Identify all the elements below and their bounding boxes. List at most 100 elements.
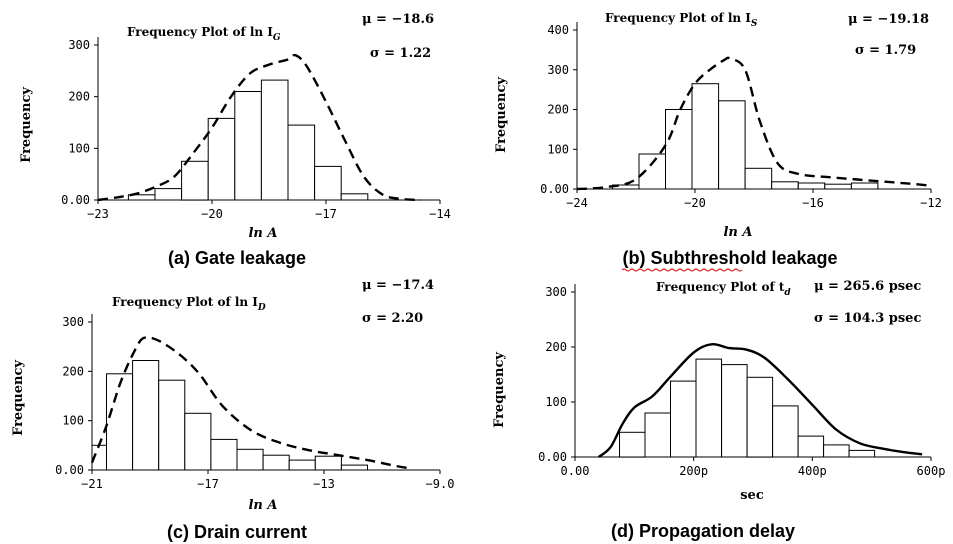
histogram-bar xyxy=(848,449,876,458)
y-tick-label: 300 xyxy=(547,63,569,77)
x-tick-label: 200p xyxy=(679,464,708,478)
histogram-bar xyxy=(850,182,879,190)
y-axis-label: Frequency xyxy=(492,352,507,428)
x-tick-label: −17 xyxy=(315,207,337,221)
histogram-bar xyxy=(181,160,209,201)
density-curve xyxy=(597,342,923,458)
histogram-bar xyxy=(619,431,646,458)
plot-title: Frequency Plot of td xyxy=(656,280,791,298)
histogram-bar xyxy=(236,448,264,471)
histogram-bar xyxy=(132,360,160,471)
histogram-bar xyxy=(314,165,342,201)
x-tick-label: −14 xyxy=(429,207,451,221)
histogram-bar xyxy=(823,444,850,458)
histogram-bar xyxy=(644,412,671,458)
histogram-bar xyxy=(260,79,289,201)
y-axis-label: Frequency xyxy=(19,87,34,163)
y-tick-label: 0.00 xyxy=(55,463,84,477)
x-axis-label: ln A xyxy=(723,225,752,240)
x-tick-label: −24 xyxy=(566,196,588,210)
panel-caption: (b) Subthreshold leakage xyxy=(622,248,837,268)
stat-sigma: σ = 1.79 xyxy=(855,43,916,58)
histogram-bar xyxy=(721,364,748,458)
histogram-bar xyxy=(314,455,342,471)
plot-title: Frequency Plot of ln IG xyxy=(127,25,281,43)
histogram-bar xyxy=(340,193,369,201)
x-tick-label: 600p xyxy=(917,464,946,478)
stat-sigma: σ = 1.22 xyxy=(370,46,431,61)
histogram-bar xyxy=(695,358,722,458)
y-tick-label: 0.00 xyxy=(538,450,567,464)
y-tick-label: 100 xyxy=(547,142,569,156)
histogram-bar xyxy=(340,464,368,471)
panel-propagation-delay: Frequency Plot of td μ = 265.6 psec σ = … xyxy=(492,279,945,541)
y-axis-label: Frequency xyxy=(11,360,26,436)
histogram-bar xyxy=(691,83,720,190)
histogram-bar xyxy=(638,153,666,190)
histogram-bars xyxy=(611,83,879,190)
histogram-bar xyxy=(772,405,799,458)
density-curve xyxy=(576,56,932,191)
histogram-bars xyxy=(619,358,876,458)
histogram-bar xyxy=(744,167,773,190)
y-tick-label: 200 xyxy=(62,364,84,378)
spellcheck-underline xyxy=(621,268,743,272)
density-curve xyxy=(97,53,422,202)
plot-title: Frequency Plot of ln ID xyxy=(112,295,266,313)
x-tick-label: −20 xyxy=(684,196,706,210)
histogram-bar xyxy=(154,188,183,201)
y-tick-label: 200 xyxy=(547,103,569,117)
x-tick-label: −16 xyxy=(802,196,824,210)
y-tick-label: 300 xyxy=(62,315,84,329)
x-tick-label: 400p xyxy=(798,464,827,478)
stat-sigma: σ = 2.20 xyxy=(362,311,423,326)
y-tick-label: 300 xyxy=(68,38,90,52)
histogram-bar xyxy=(665,109,693,190)
panel-caption: (a) Gate leakage xyxy=(168,248,306,268)
histogram-bar xyxy=(718,100,746,190)
histogram-bar xyxy=(797,182,826,190)
histogram-bar xyxy=(746,376,774,458)
histogram-bar xyxy=(287,124,316,201)
histogram-bar xyxy=(771,181,799,190)
y-tick-label: 300 xyxy=(545,285,567,299)
histogram-bar xyxy=(184,412,212,471)
x-tick-label: 0.00 xyxy=(561,464,590,478)
x-tick-label: −17 xyxy=(197,477,219,491)
x-axis-label: ln A xyxy=(248,498,277,513)
histogram-bar xyxy=(797,435,825,458)
histogram-bar xyxy=(824,183,852,190)
stat-mean: μ = −19.18 xyxy=(848,12,929,27)
y-tick-label: 200 xyxy=(68,90,90,104)
histogram-bar xyxy=(106,373,134,471)
x-tick-label: −23 xyxy=(87,207,109,221)
plot-title: Frequency Plot of ln IS xyxy=(605,11,758,29)
histogram-bars xyxy=(127,79,369,201)
histogram-bar xyxy=(207,117,236,201)
histogram-bar xyxy=(288,459,316,471)
y-tick-label: 100 xyxy=(62,414,84,428)
y-tick-label: 400 xyxy=(547,23,569,37)
y-tick-label: 0.00 xyxy=(61,193,90,207)
x-tick-label: −12 xyxy=(920,196,942,210)
x-tick-label: −9.0 xyxy=(426,477,455,491)
x-tick-label: −21 xyxy=(81,477,103,491)
stat-mean: μ = −17.4 xyxy=(362,278,434,293)
x-axis-label: sec xyxy=(740,488,764,503)
stat-mean: μ = 265.6 psec xyxy=(814,279,921,294)
histogram-bars xyxy=(91,360,368,471)
histogram-bar xyxy=(670,380,697,458)
stat-mean: μ = −18.6 xyxy=(362,12,434,27)
y-tick-label: 100 xyxy=(68,141,90,155)
panel-gate-leakage: Frequency Plot of ln IG μ = −18.6 σ = 1.… xyxy=(19,12,451,268)
y-tick-label: 100 xyxy=(545,395,567,409)
panel-subthreshold-leakage: Frequency Plot of ln IS μ = −19.18 σ = 1… xyxy=(494,11,942,272)
x-axis-label: ln A xyxy=(248,226,277,241)
panel-drain-current: Frequency Plot of ln ID μ = −17.4 σ = 2.… xyxy=(11,278,454,542)
y-tick-label: 200 xyxy=(545,340,567,354)
histogram-bar xyxy=(210,438,238,471)
y-axis-label: Frequency xyxy=(494,77,509,153)
histogram-bar xyxy=(158,379,186,471)
panel-caption: (c) Drain current xyxy=(167,522,307,542)
